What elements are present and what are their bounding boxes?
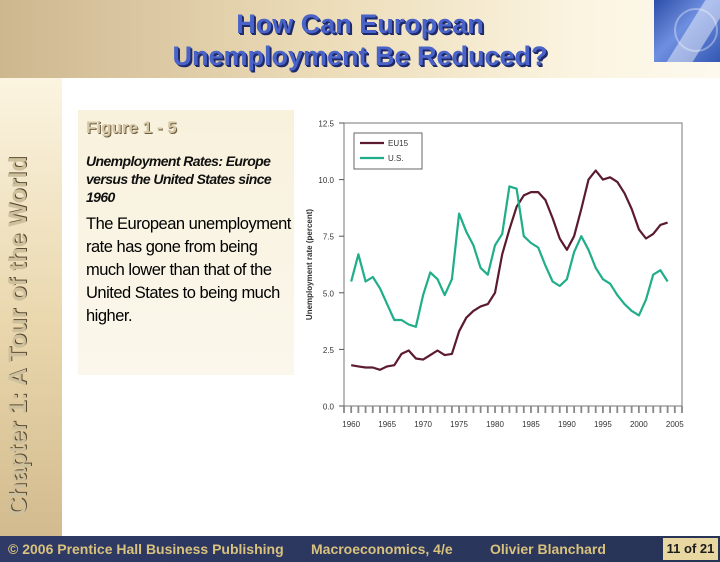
legend-label: EU15	[388, 139, 409, 148]
x-tick-label: 1960	[342, 420, 360, 429]
figure-description: The European unemployment rate has gone …	[86, 215, 291, 325]
x-tick-label: 1975	[450, 420, 468, 429]
us-series-line	[350, 185, 669, 328]
x-tick-label: 1985	[522, 420, 540, 429]
y-tick-label: 10.0	[318, 176, 334, 185]
figure-text-panel	[78, 110, 294, 375]
y-tick-label: 5.0	[323, 289, 335, 298]
x-tick-label: 2000	[630, 420, 648, 429]
title-line-2: Unemployment Be Reduced?	[172, 41, 548, 71]
slide-number: 11 of 21	[663, 538, 718, 560]
y-tick-label: 7.5	[323, 233, 335, 242]
legend-box	[353, 132, 423, 170]
footer-author: Olivier Blanchard	[490, 541, 606, 557]
unemployment-chart: 0.0 2.5 5.0 7.5 10.0 12.5 1960 1965 1970 1975 1980…	[305, 120, 684, 430]
slide-title: How Can European Unemployment Be Reduced…	[100, 8, 620, 72]
x-tick-label: 1970	[414, 420, 432, 429]
x-tick-label: 2005	[666, 420, 684, 429]
y-tick-label: 2.5	[323, 346, 335, 355]
footer-book: Macroeconomics, 4/e	[311, 541, 453, 557]
chart-panel: 0.0 2.5 5.0 7.5 10.0 12.5 1960 1965 1970 1975 1980…	[296, 112, 695, 437]
title-band	[0, 0, 720, 78]
title-line-1: How Can European	[236, 9, 484, 39]
plot-frame	[343, 122, 683, 407]
y-tick-label: 12.5	[318, 120, 334, 129]
y-tick-label: 0.0	[323, 403, 335, 412]
slide-total: of 21	[684, 541, 715, 556]
legend-label: U.S.	[388, 154, 404, 163]
x-tick-label: 1990	[558, 420, 576, 429]
x-tick-label: 1980	[486, 420, 504, 429]
y-axis-label: Unemployment rate (percent)	[305, 209, 314, 320]
chapter-sidebar	[0, 78, 62, 536]
chapter-label: Chapter 1: A Tour of the World	[4, 156, 32, 516]
footer-copyright: © 2006 Prentice Hall Business Publishing	[8, 541, 284, 557]
x-tick-label: 1995	[594, 420, 612, 429]
corner-logo-graphic	[654, 0, 720, 62]
x-tick-label: 1965	[378, 420, 396, 429]
figure-caption: Unemployment Rates: Europe versus the Un…	[86, 153, 272, 205]
figure-label: Figure 1 - 5	[86, 118, 177, 137]
eu15-series-line	[351, 169, 668, 371]
footer-bar	[0, 536, 720, 562]
slide-current: 11	[666, 541, 681, 556]
